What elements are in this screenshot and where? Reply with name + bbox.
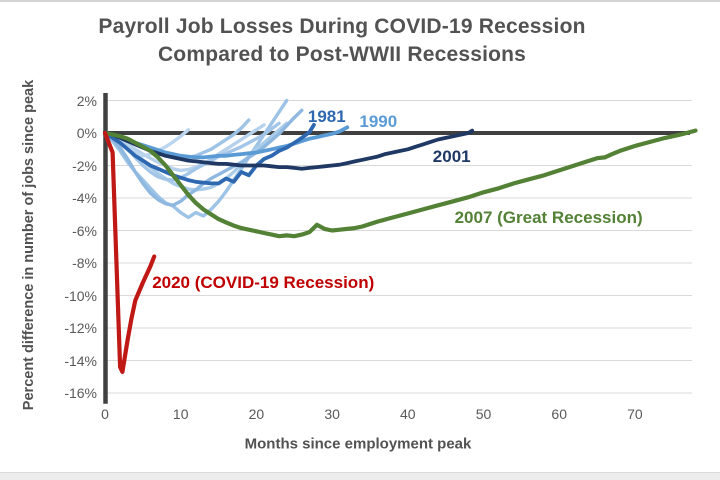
x-tick-label: 70 xyxy=(627,406,643,422)
y-axis-title: Percent difference in number of jobs sin… xyxy=(21,79,37,411)
chart-title: Payroll Job Losses During COVID-19 Reces… xyxy=(0,13,684,69)
series-label-1990: 1990 xyxy=(359,111,398,131)
series-label-2007: 2007 (Great Recession) xyxy=(454,208,643,228)
y-tick-label: -10% xyxy=(64,287,97,304)
y-tick-label: -12% xyxy=(64,320,97,337)
x-tick-label: 40 xyxy=(400,406,416,422)
y-tick-label: 2% xyxy=(76,92,97,109)
x-tick-label: 20 xyxy=(248,406,265,422)
x-axis-title: Months since employment peak xyxy=(244,435,472,453)
y-tick-label: 0% xyxy=(76,125,97,141)
y-tick-label: -14% xyxy=(64,352,97,369)
series-line-1981 xyxy=(103,123,316,186)
series-line-2007 xyxy=(102,128,698,239)
screenshot-bottom-border xyxy=(0,472,720,480)
series-label-2020: 2020 (COVID-19 Recession) xyxy=(152,272,375,292)
series-line-1960 xyxy=(103,123,266,173)
series-line-2001 xyxy=(103,128,475,171)
x-tick-label: 50 xyxy=(475,406,492,422)
series-label-1981: 1981 xyxy=(307,106,346,126)
x-tick-label: 0 xyxy=(101,406,109,422)
y-tick-label: -6% xyxy=(72,222,97,239)
chart-title-line2: Compared to Post-WWII Recessions xyxy=(157,43,527,66)
x-tick-label: 60 xyxy=(551,406,568,422)
series-label-2001: 2001 xyxy=(432,146,471,166)
y-tick-label: -2% xyxy=(72,157,97,174)
series-line-2020 xyxy=(102,130,157,374)
x-tick-label: 30 xyxy=(324,406,340,422)
y-tick-label: -16% xyxy=(64,385,97,402)
y-tick-label: -4% xyxy=(72,190,97,207)
chart-title-line1: Payroll Job Losses During COVID-19 Reces… xyxy=(98,15,586,38)
x-tick-label: 10 xyxy=(172,406,189,422)
screenshot-top-border xyxy=(0,0,720,2)
y-tick-label: -8% xyxy=(72,255,97,272)
